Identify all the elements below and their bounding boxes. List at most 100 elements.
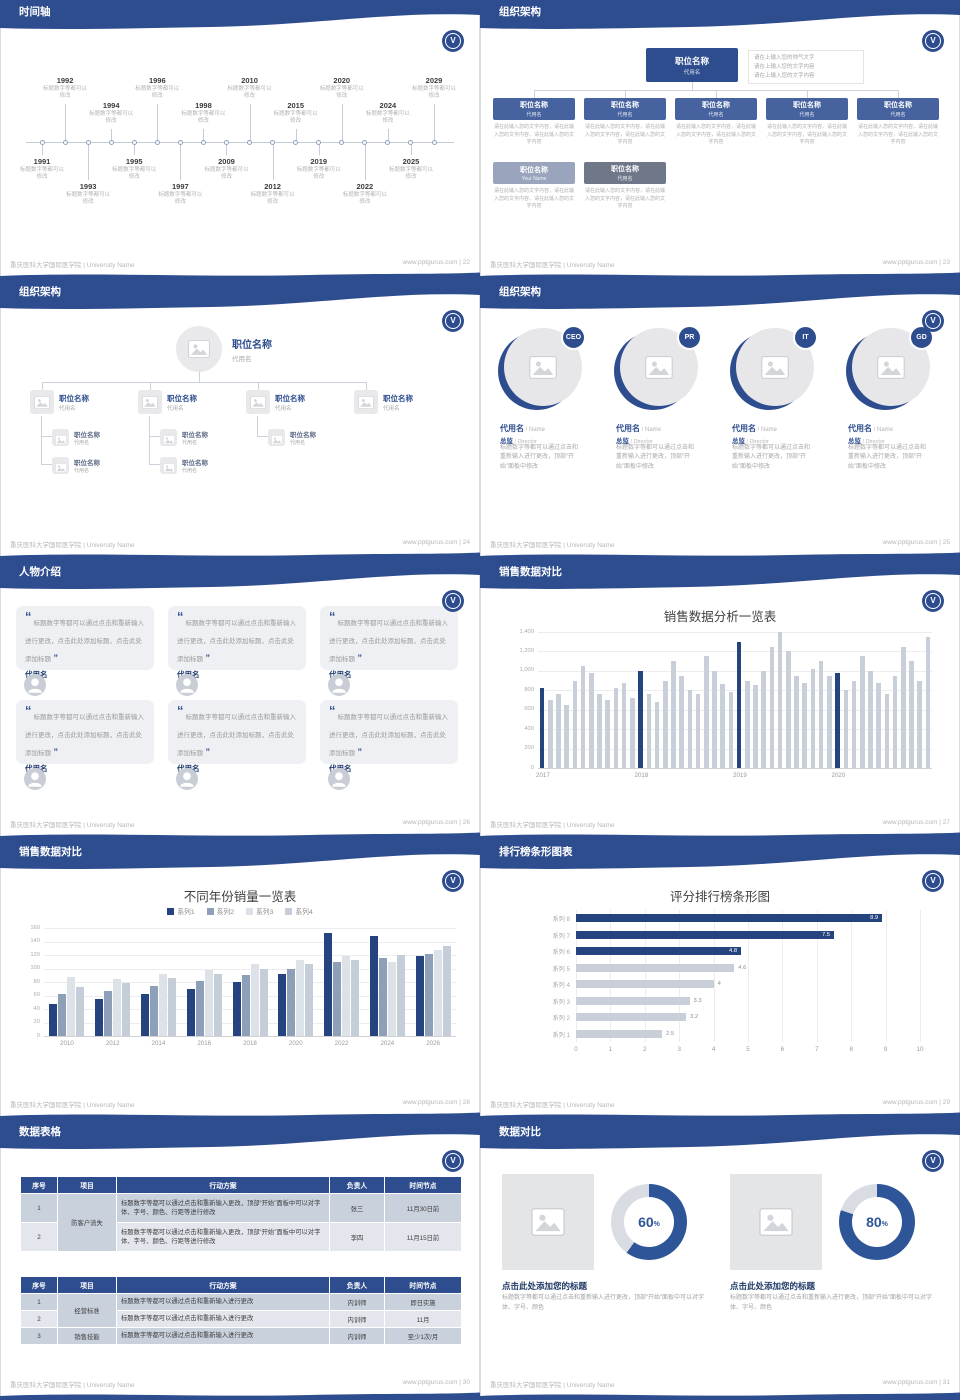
table-cell: 标题数字等都可以通过点击和重新输入进行更改 — [117, 1311, 329, 1327]
footer-band — [480, 1112, 960, 1120]
org-child-box[interactable]: 职位名称 代用名 — [493, 98, 575, 120]
org-child-box[interactable]: 职位名称 代用名 — [584, 98, 666, 120]
timeline-node[interactable] — [362, 139, 368, 145]
timeline-node[interactable] — [154, 139, 160, 145]
timeline-node[interactable] — [270, 139, 276, 145]
timeline-node[interactable] — [108, 139, 114, 145]
y-axis-label: 400 — [524, 725, 534, 732]
org-alias: Your Name — [521, 175, 547, 182]
slide-footer: 重庆医科大学国际医学院 | University Name www.pptguru… — [490, 1379, 950, 1389]
chart-bar — [925, 636, 931, 768]
timeline-caption: 标题数字等都可以修改 — [135, 86, 180, 99]
org-position-title: 职位名称 — [702, 102, 730, 109]
slide-footer: 重庆医科大学国际医学院 | University Name www.pptguru… — [490, 819, 950, 829]
avatar-icon — [176, 674, 198, 696]
timeline-year: 2010 — [241, 76, 258, 85]
timeline-node[interactable] — [408, 139, 414, 145]
y-axis-label: 100 — [30, 965, 40, 971]
timeline-node[interactable] — [247, 139, 253, 145]
slide-sales-chart[interactable]: 销售数据对比 V 销售数据分析一览表 0 200 400 600 800 1,000 1,20… — [480, 560, 960, 840]
footer-band — [0, 272, 480, 280]
timeline-node[interactable] — [223, 139, 229, 145]
org-child-box[interactable]: 职位名称 代用名 — [675, 98, 757, 120]
table-cell: 内训师 — [330, 1328, 384, 1344]
slide-data-compare[interactable]: 数据对比 V 60% 点击此处添加您的标题 标题数字等都可以通过点击和重新输入进行更… — [480, 1120, 960, 1400]
chart-bar — [324, 933, 333, 1036]
tables-canvas: 序号 项目 行动方案 负责人 时间节点 1 防客户流失 标题数字等都可以通过点击和重新输入更改… — [0, 1164, 480, 1376]
slide-org-chart-boxes[interactable]: 组织架构 V 职位名称 代用名 请在上输入您的帅气文字 请在上输入您的文字内容 请在上输… — [480, 0, 960, 280]
footer-site: www.pptgurus.com — [882, 819, 938, 826]
slide-org-chart-circles[interactable]: 组织架构 V CEO 代用名 / Name 总监 / Director 标题数字等都可… — [480, 280, 960, 560]
chart-bar — [695, 694, 701, 768]
org-item-label: 职位名称 代用名 — [275, 393, 305, 412]
slide-year-chart[interactable]: 销售数据对比 V 不同年份销量一览表 系列1 系列2 系列3 系列4 0 20 40 60 80 1… — [0, 840, 480, 1120]
timeline-node[interactable] — [339, 139, 345, 145]
org-root-box[interactable]: 职位名称 代用名 — [646, 48, 738, 82]
slide-people-intro[interactable]: 人物介绍 V “标题数字等都可以通过点击和重新输入进行更改，点击此处添加标题，点… — [0, 560, 480, 840]
org-position-title: 职位名称 — [793, 102, 821, 109]
org-connector — [150, 382, 151, 390]
slide-timeline[interactable]: 时间轴 V 1991 标题数字等都可以修改 1992 标题数字等都可以修改 1993 标题… — [0, 0, 480, 280]
slide-rank-chart[interactable]: 排行榜条形图表 V 评分排行榜条形图 0 1 2 3 4 5 6 7 8 9 10 系列 8 8.9 系列 … — [480, 840, 960, 1120]
role-badge: PR — [677, 325, 702, 350]
timeline-connector — [295, 129, 297, 142]
footer-site-page: www.pptgurus.com | 26 — [403, 819, 470, 829]
timeline-node[interactable] — [385, 139, 391, 145]
org-extra-box[interactable]: 职位名称 代用名 — [584, 162, 666, 184]
timeline-year: 2025 — [402, 157, 420, 166]
member-desc: 标题数字等都可以通过点击和重新输入进行更改，顶部“开始”面板中修改 — [732, 445, 811, 470]
chart-bar — [576, 1013, 687, 1022]
member-role: 总监 / Director — [848, 430, 948, 448]
y-axis-label: 80 — [33, 978, 40, 985]
chart-bar — [149, 986, 158, 1036]
table-cell: 即日实施 — [385, 1294, 461, 1310]
slide-footer: 重庆医科大学国际医学院 | University Name www.pptguru… — [490, 259, 950, 269]
org-sub-item: 职位名称 代用名 — [160, 428, 246, 446]
timeline-node[interactable] — [293, 139, 299, 145]
table-cell: 销售技能 — [58, 1328, 116, 1344]
timeline-node[interactable] — [85, 139, 91, 145]
header-band — [480, 1120, 960, 1149]
header-band — [0, 840, 480, 869]
footer-page-number: 23 — [942, 259, 950, 266]
org-connector — [692, 82, 693, 90]
timeline-year: 2020 — [333, 76, 351, 85]
table-cell: 至少1次/月 — [385, 1328, 461, 1344]
org-connector — [716, 90, 717, 98]
org-extra-box[interactable]: 职位名称 Your Name — [493, 162, 575, 184]
legend-swatch — [167, 907, 175, 915]
role-badge: IT — [793, 325, 818, 350]
member-title: 总监 — [848, 438, 861, 445]
timeline-node[interactable] — [177, 139, 183, 145]
slide-title-chip: 销售数据对比 — [487, 560, 574, 584]
timeline-node[interactable] — [39, 139, 45, 145]
timeline-node[interactable] — [131, 139, 137, 145]
compare-panel: 60% — [502, 1174, 704, 1270]
footer-page-number: 25 — [942, 539, 950, 546]
chart-bar — [728, 692, 734, 768]
org-position-title: 职位名称 — [275, 393, 305, 403]
legend-swatch — [285, 907, 293, 915]
org-child-box[interactable]: 职位名称 代用名 — [766, 98, 848, 120]
x-axis-label: 2018 — [634, 772, 649, 779]
x-axis-label: 3 — [677, 1046, 681, 1053]
chart-bar — [195, 980, 204, 1036]
image-box — [730, 1174, 822, 1270]
org-alias: 代用名 — [683, 69, 701, 76]
org-child-box[interactable]: 职位名称 代用名 — [857, 98, 939, 120]
timeline-node[interactable] — [62, 139, 68, 145]
chart-bar — [630, 698, 635, 768]
timeline-node[interactable] — [431, 139, 437, 145]
avatar-icon — [176, 768, 198, 790]
footer-site-page: www.pptgurus.com | 31 — [883, 1379, 950, 1389]
footer-site-page: www.pptgurus.com | 29 — [883, 1099, 950, 1109]
slide-org-chart-photos[interactable]: 组织架构 V 职位名称 代用名 职位名称 代用名 职位名称 代用名 职位名称 代用名 职位名称代… — [0, 280, 480, 560]
chart-bar — [580, 666, 586, 768]
footer-school: 重庆医科大学国际医学院 | University Name — [10, 542, 135, 549]
timeline-node[interactable] — [316, 139, 322, 145]
slide-data-tables[interactable]: 数据表格 V 序号 项目 行动方案 负责人 时间节点 1 防客户流失 标题数字等都可以通过点击… — [0, 1120, 480, 1400]
table-header-cell: 行动方案 — [117, 1277, 329, 1293]
org-chart-canvas: 职位名称 代用名 职位名称 代用名 职位名称 代用名 职位名称 代用名 职位名称 代用名 职位名称代… — [0, 324, 480, 536]
timeline-node[interactable] — [200, 139, 206, 145]
member-alias: 代用名 — [732, 424, 756, 433]
